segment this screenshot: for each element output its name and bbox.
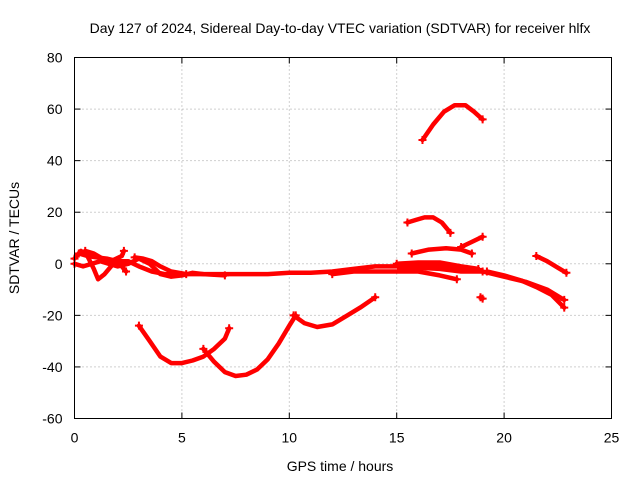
plus-marker [403,218,412,227]
plus-marker [562,268,571,277]
plus-marker [560,295,569,304]
plus-marker [452,275,461,284]
plus-marker [225,324,234,333]
plus-marker [457,243,466,252]
series-arc-g [394,260,481,272]
x-tick-label: 20 [496,430,512,446]
x-tick-label: 10 [282,430,298,446]
plus-marker [446,228,455,237]
plus-marker [532,252,541,261]
x-tick-label: 25 [604,430,620,446]
x-tick-label: 0 [71,430,79,446]
data-series [70,102,571,379]
series-arc-h [398,265,485,274]
plus-marker [478,232,487,241]
y-tick-label: -40 [42,359,62,375]
plus-marker [119,246,128,255]
plus-marker [220,271,229,280]
plot-frame [74,57,612,419]
y-tick-label: 20 [47,204,63,220]
series-arc-f [330,269,460,282]
chart-title: Day 127 of 2024, Sidereal Day-to-day VTE… [90,20,591,36]
plus-marker [478,294,487,303]
plus-marker [328,270,337,279]
plus-marker [134,321,143,330]
plus-marker [289,311,298,320]
y-tick-label: 80 [47,50,63,66]
plus-marker [122,267,131,276]
plus-marker [182,270,191,279]
plus-marker [407,249,416,258]
plus-marker [396,264,405,273]
x-tick-label: 5 [178,430,186,446]
y-tick-label: -20 [42,307,62,323]
plus-marker [81,246,90,255]
series-arc-m [405,215,453,236]
plus-marker [478,115,487,124]
y-tick-label: 0 [55,256,63,272]
y-tick-label: 40 [47,153,63,169]
plus-marker [199,344,208,353]
series-arc-q [534,253,569,276]
y-axis-label: SDTVAR / TECUs [6,182,22,294]
plus-marker [560,303,569,312]
series-arc-k [291,295,378,330]
plus-marker [482,267,491,276]
y-tick-label: -60 [42,411,62,427]
series-arc-o [458,234,485,250]
plus-marker [392,259,401,268]
x-axis-label: GPS time / hours [287,458,394,474]
plus-marker [74,249,83,258]
series-arc-d [82,248,127,264]
x-tick-label: 15 [389,430,405,446]
plus-marker [467,249,476,258]
plus-marker [371,293,380,302]
series-arc-a [72,248,567,303]
plus-marker [130,253,139,262]
series-arc-p [484,269,567,310]
plus-marker [418,136,427,145]
axis-ticks [74,57,612,419]
grid [74,57,612,419]
series-arc-i [136,323,232,366]
series-arc-j [201,313,298,379]
series-arc-l [420,102,485,143]
y-tick-label: 60 [47,101,63,117]
series-arc-n [409,246,475,256]
series-arc-e [132,255,189,277]
tick-labels: 0 5 10 15 20 25 -60 -40 -20 0 20 40 60 80 [42,50,619,446]
